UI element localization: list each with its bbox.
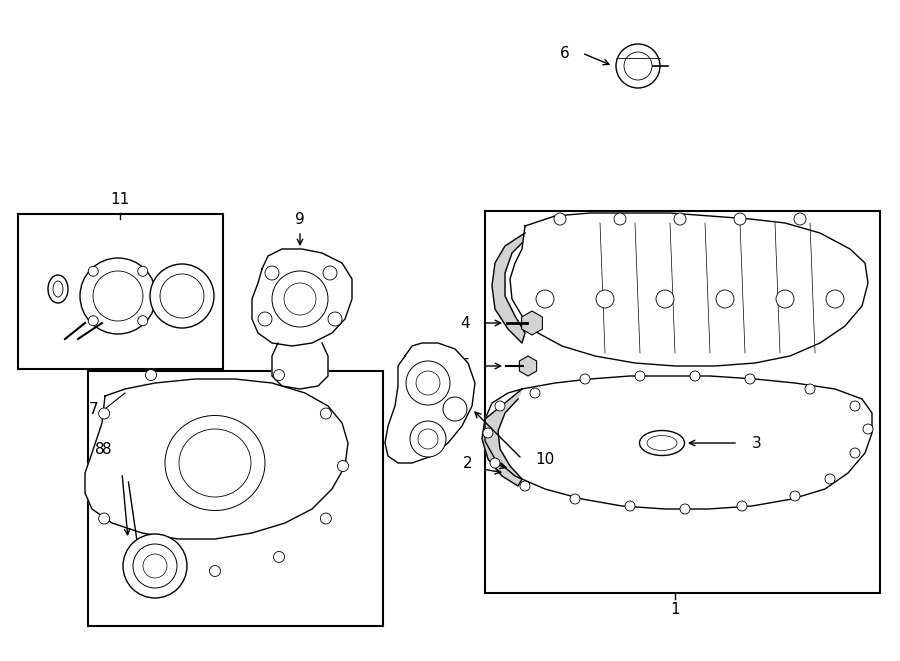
Circle shape [150,264,214,328]
Circle shape [138,266,148,276]
Text: 8: 8 [95,442,105,457]
Circle shape [320,513,331,524]
Polygon shape [510,213,868,366]
Circle shape [210,566,220,576]
Circle shape [88,266,98,276]
Ellipse shape [48,275,68,303]
Circle shape [530,388,540,398]
Circle shape [536,290,554,308]
Circle shape [690,371,700,381]
Circle shape [570,494,580,504]
Bar [485,211,880,593]
Text: 8: 8 [103,442,112,457]
Circle shape [133,544,177,588]
Circle shape [616,44,660,88]
Circle shape [274,551,284,563]
Circle shape [80,258,156,334]
Circle shape [580,374,590,384]
Circle shape [88,316,98,326]
Text: 6: 6 [560,46,570,61]
Text: 11: 11 [111,192,130,206]
Circle shape [625,501,635,511]
Circle shape [258,312,272,326]
Circle shape [490,458,500,468]
Circle shape [410,421,446,457]
Circle shape [794,213,806,225]
Circle shape [272,271,328,327]
Circle shape [826,290,844,308]
Circle shape [99,513,110,524]
Circle shape [99,408,110,419]
Circle shape [123,534,187,598]
Circle shape [93,271,143,321]
Circle shape [265,266,279,280]
Circle shape [416,371,440,395]
Circle shape [734,213,746,225]
Text: 5: 5 [461,358,470,373]
Circle shape [146,369,157,381]
Circle shape [716,290,734,308]
Polygon shape [492,233,525,343]
Polygon shape [482,389,522,486]
Polygon shape [385,343,475,463]
Text: 9: 9 [295,212,305,227]
Circle shape [656,290,674,308]
Bar [88,371,383,626]
Circle shape [825,474,835,484]
Ellipse shape [179,429,251,497]
Circle shape [863,424,873,434]
Circle shape [624,52,652,80]
Polygon shape [272,343,328,389]
Circle shape [274,369,284,381]
Text: 1: 1 [670,602,680,617]
Ellipse shape [53,281,63,297]
Circle shape [635,371,645,381]
Ellipse shape [640,430,685,455]
Circle shape [850,401,860,411]
Circle shape [495,401,505,411]
Text: 7: 7 [88,401,98,416]
Circle shape [418,429,438,449]
Text: 2: 2 [463,455,472,471]
Circle shape [138,316,148,326]
Circle shape [776,290,794,308]
Polygon shape [522,311,543,335]
Text: 4: 4 [461,315,470,330]
Circle shape [160,274,204,318]
Text: 10: 10 [535,451,554,467]
Circle shape [146,551,157,563]
Circle shape [745,374,755,384]
Ellipse shape [165,416,265,510]
Polygon shape [252,249,352,346]
Text: 3: 3 [752,436,761,451]
Circle shape [850,448,860,458]
Circle shape [737,501,747,511]
Circle shape [520,481,530,491]
Polygon shape [485,376,872,509]
Circle shape [406,361,450,405]
Circle shape [554,213,566,225]
Circle shape [443,397,467,421]
Ellipse shape [647,436,677,451]
Circle shape [143,554,167,578]
Circle shape [328,312,342,326]
Circle shape [674,213,686,225]
Polygon shape [85,379,348,539]
Polygon shape [519,356,536,376]
Circle shape [680,504,690,514]
Circle shape [614,213,626,225]
Circle shape [320,408,331,419]
Circle shape [284,283,316,315]
Circle shape [483,428,493,438]
Circle shape [805,384,815,394]
Bar [18,214,223,369]
Circle shape [790,491,800,501]
Circle shape [323,266,337,280]
Circle shape [596,290,614,308]
Circle shape [338,461,348,471]
